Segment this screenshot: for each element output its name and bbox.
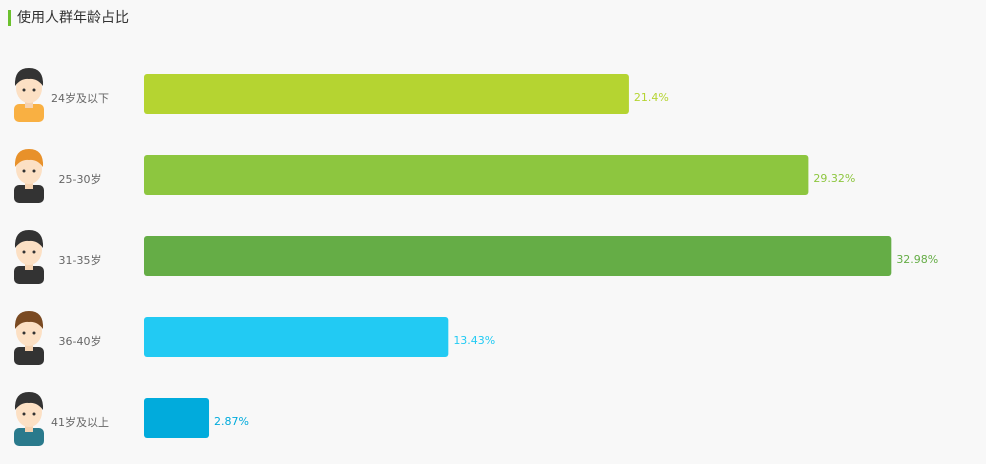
avatar-neck: [25, 181, 33, 189]
value-label: 29.32%: [813, 172, 855, 185]
category-label: 24岁及以下: [51, 91, 109, 105]
avatar: [14, 230, 44, 284]
avatar-eye: [32, 331, 36, 335]
avatar-face: [16, 316, 42, 346]
avatar-hair: [14, 311, 44, 329]
avatar-body: [14, 347, 44, 365]
avatar-eye: [32, 88, 36, 92]
avatar-eye: [32, 250, 36, 254]
avatar-eye: [22, 412, 26, 416]
avatar: [14, 311, 44, 365]
category-label: 25-30岁: [59, 172, 102, 186]
bar: [144, 74, 629, 114]
avatar-face: [16, 397, 42, 427]
avatar-eye: [32, 412, 36, 416]
value-label: 32.98%: [896, 253, 938, 266]
avatar-hair: [14, 230, 44, 248]
bar: [144, 317, 449, 357]
avatar-eye: [32, 169, 36, 173]
avatar-hair: [14, 392, 44, 410]
chart-title: 使用人群年龄占比: [17, 9, 129, 26]
avatar: [14, 149, 44, 203]
avatar-eye: [22, 250, 26, 254]
bar: [144, 398, 210, 438]
avatar-neck: [25, 424, 33, 432]
avatar-body: [14, 266, 44, 284]
category-label: 36-40岁: [59, 334, 102, 348]
avatar-face: [16, 235, 42, 265]
value-label: 2.87%: [214, 415, 249, 428]
category-label: 41岁及以上: [51, 415, 109, 429]
avatar-face: [16, 73, 42, 103]
avatar-neck: [25, 262, 33, 270]
title-accent: [8, 10, 11, 26]
avatar-body: [14, 104, 44, 122]
avatar: [14, 392, 44, 446]
avatar-hair: [14, 149, 44, 167]
avatar-body: [14, 185, 44, 203]
avatar-neck: [25, 100, 33, 108]
value-label: 13.43%: [453, 334, 495, 347]
avatar-eye: [22, 169, 26, 173]
avatar-neck: [25, 343, 33, 351]
category-label: 31-35岁: [59, 253, 102, 267]
bar: [144, 236, 892, 276]
avatar-body: [14, 428, 44, 446]
avatar-eye: [22, 88, 26, 92]
avatar: [14, 68, 44, 122]
avatar-hair: [14, 68, 44, 86]
avatar-face: [16, 154, 42, 184]
avatar-eye: [22, 331, 26, 335]
bar: [144, 155, 809, 195]
value-label: 21.4%: [634, 91, 669, 104]
